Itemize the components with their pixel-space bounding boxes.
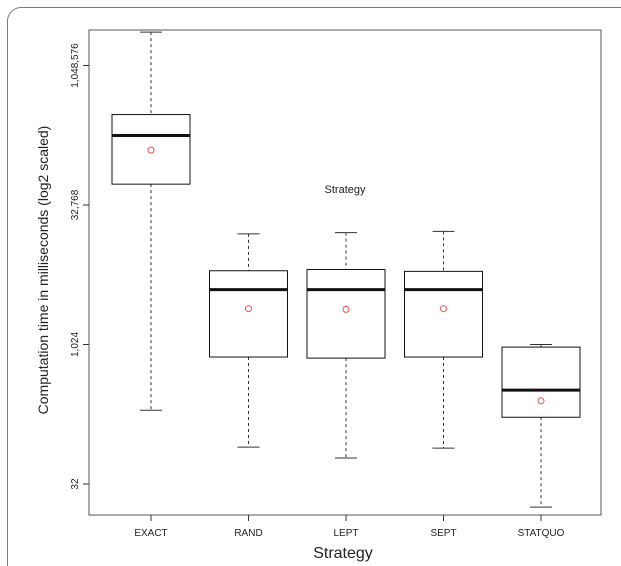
y-tick-label: 1,048,576	[70, 43, 81, 88]
y-tick-label: 1,024	[70, 332, 81, 357]
x-tick-label: RAND	[234, 528, 262, 539]
figure-frame	[7, 7, 621, 566]
x-axis: EXACT RAND LEPT SEPT STATQUO	[134, 515, 565, 539]
annotation-label: Strategy	[325, 184, 366, 196]
mean-marker	[440, 305, 447, 313]
mean-marker	[537, 397, 545, 405]
iqr-box	[209, 270, 288, 358]
x-tick-label: LEPT	[333, 528, 358, 539]
box-series	[111, 31, 581, 508]
mean-marker	[245, 305, 252, 313]
x-axis-title: Strategy	[313, 545, 373, 562]
box-rand	[209, 233, 288, 448]
x-tick-label: STATQUO	[518, 528, 565, 539]
box-exact	[111, 31, 191, 411]
y-tick-label: 32	[70, 478, 81, 490]
y-tick-label: 32,768	[70, 189, 81, 220]
iqr-box	[404, 270, 483, 358]
box-lept	[306, 232, 386, 459]
x-tick-label: EXACT	[134, 528, 167, 539]
mean-marker	[147, 146, 155, 154]
iqr-box	[501, 346, 581, 418]
mean-marker	[342, 305, 350, 313]
iqr-box	[306, 268, 386, 359]
box-statquo	[501, 344, 581, 508]
y-axis: 32 1,024 32,768 1,048,576	[70, 43, 89, 490]
y-axis-title: Computation time in milliseconds (log2 s…	[35, 126, 51, 415]
plot-area	[88, 29, 602, 516]
x-tick-label: SEPT	[430, 528, 456, 539]
iqr-box	[111, 114, 191, 185]
box-sept	[404, 230, 483, 449]
